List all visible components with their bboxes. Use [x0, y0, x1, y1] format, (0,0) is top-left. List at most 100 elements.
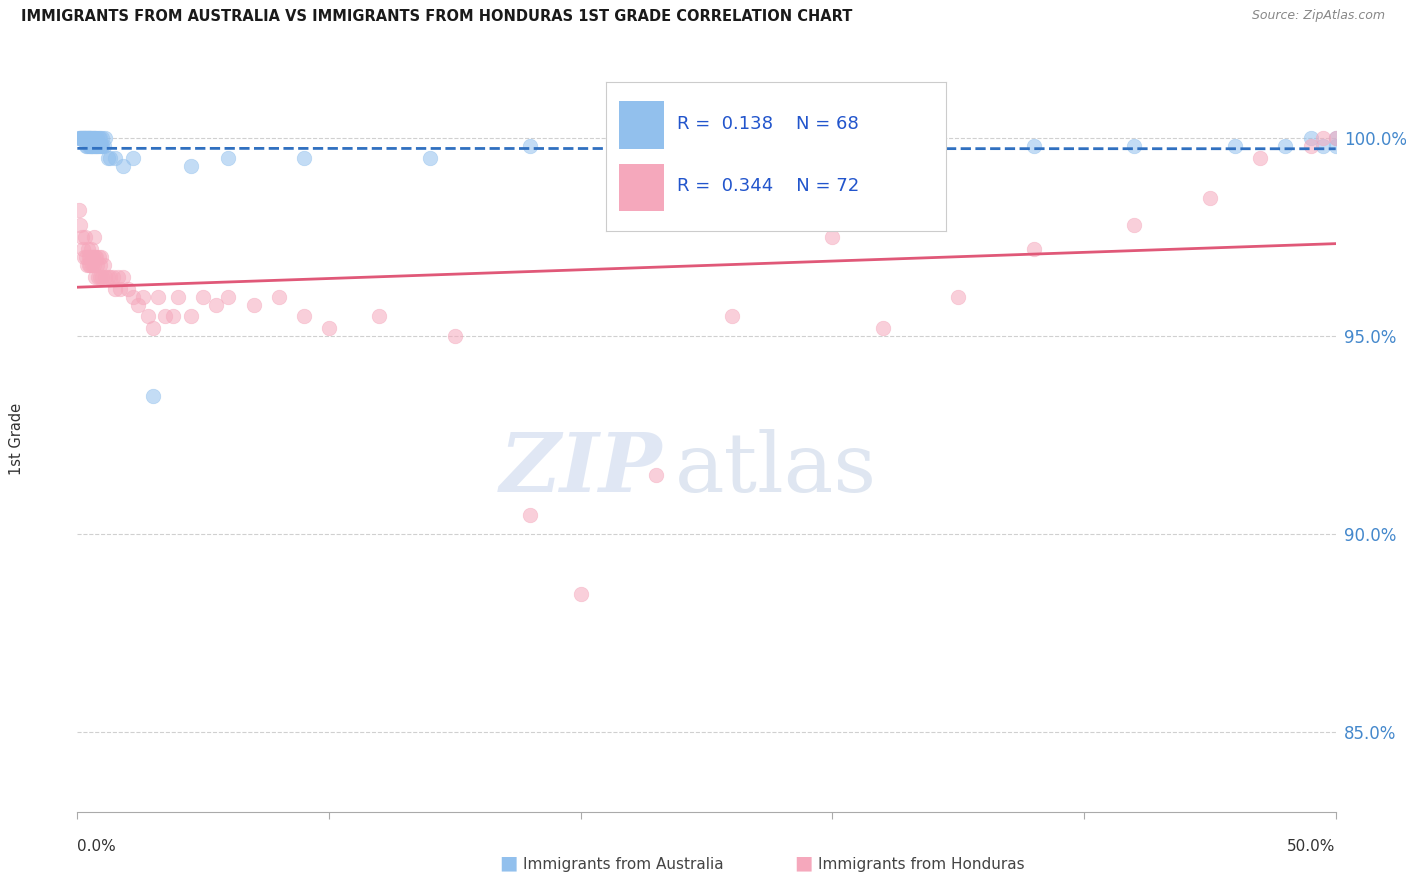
Point [83, 139, 105, 153]
Text: atlas: atlas [675, 429, 877, 509]
Point [73, 131, 96, 145]
Point [90, 139, 112, 153]
Text: 50.0%: 50.0% [1288, 839, 1336, 855]
Point [77, 131, 100, 145]
Point [1299, 131, 1322, 145]
Point [70, 131, 93, 145]
Point [93, 139, 115, 153]
Point [79, 258, 101, 272]
Point [191, 290, 215, 304]
Text: ■: ■ [499, 854, 517, 872]
Point [75, 131, 97, 145]
Text: ■: ■ [794, 854, 813, 872]
Point [127, 297, 149, 311]
Point [107, 269, 129, 284]
Point [162, 310, 184, 324]
Point [91, 139, 114, 153]
Point [70, 230, 93, 244]
Point [1299, 139, 1322, 153]
Point [117, 282, 139, 296]
Point [94, 269, 117, 284]
Point [104, 151, 127, 165]
Point [87, 139, 110, 153]
Point [84, 269, 107, 284]
Point [80, 139, 103, 153]
Point [77, 139, 100, 153]
Point [83, 131, 105, 145]
Point [70, 131, 93, 145]
Point [180, 310, 202, 324]
Point [86, 139, 108, 153]
Point [217, 151, 239, 165]
Point [89, 258, 111, 272]
Point [84, 250, 107, 264]
Point [84, 131, 107, 145]
Point [87, 269, 110, 284]
Point [67, 131, 90, 145]
Point [83, 258, 105, 272]
Point [1249, 151, 1271, 165]
Point [146, 290, 169, 304]
Point [67, 202, 90, 217]
Point [82, 258, 104, 272]
Point [121, 151, 143, 165]
Point [98, 151, 121, 165]
Point [75, 131, 97, 145]
Point [75, 230, 97, 244]
Point [79, 131, 101, 145]
Point [72, 242, 94, 256]
Point [620, 151, 643, 165]
Point [89, 131, 111, 145]
Point [569, 587, 592, 601]
Point [79, 258, 101, 272]
Point [84, 131, 107, 145]
Point [76, 131, 98, 145]
Point [108, 282, 131, 296]
Point [69, 219, 91, 233]
Point [91, 269, 114, 284]
Point [79, 131, 101, 145]
Point [79, 131, 101, 145]
Point [318, 321, 340, 335]
Point [73, 131, 96, 145]
Point [1022, 139, 1045, 153]
Point [76, 139, 98, 153]
Point [96, 151, 118, 165]
Point [180, 159, 202, 173]
Point [89, 139, 111, 153]
Point [79, 250, 101, 264]
Point [292, 310, 315, 324]
Point [80, 250, 103, 264]
Point [72, 131, 94, 145]
Point [1312, 139, 1334, 153]
Point [84, 139, 107, 153]
Point [84, 250, 107, 264]
Point [444, 329, 467, 343]
Point [155, 310, 177, 324]
Point [80, 242, 103, 256]
Point [98, 269, 121, 284]
Point [91, 131, 114, 145]
Point [82, 250, 104, 264]
Point [368, 310, 391, 324]
Point [84, 139, 107, 153]
Point [111, 269, 134, 284]
Point [1022, 242, 1045, 256]
Point [94, 131, 117, 145]
Point [101, 269, 124, 284]
Point [292, 151, 315, 165]
Point [136, 310, 159, 324]
Point [77, 131, 100, 145]
Point [872, 151, 894, 165]
Point [519, 508, 541, 522]
Point [69, 131, 91, 145]
Point [872, 321, 894, 335]
Point [76, 131, 98, 145]
Point [75, 139, 97, 153]
Point [1324, 131, 1347, 145]
Point [111, 159, 134, 173]
Point [75, 250, 97, 264]
Point [1312, 131, 1334, 145]
Point [72, 131, 94, 145]
Point [167, 290, 190, 304]
